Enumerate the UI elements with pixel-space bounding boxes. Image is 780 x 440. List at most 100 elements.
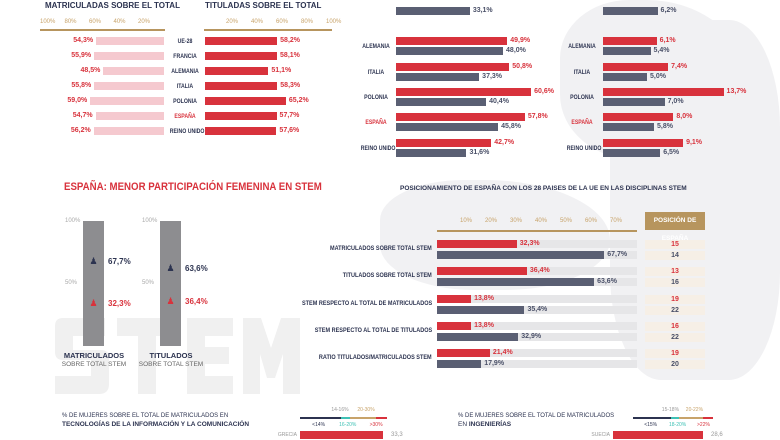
bar (205, 127, 277, 135)
tick-label: 100% (65, 218, 81, 224)
legend-segment (670, 417, 680, 419)
tick-label: 20% (485, 218, 498, 224)
bar (603, 113, 674, 122)
category-label: TITULADOS (149, 351, 193, 360)
legend-label: >22% (697, 422, 710, 428)
bar-track (437, 332, 637, 341)
bar (437, 321, 472, 330)
category-sublabel: SOBRE TOTAL STEM (61, 361, 127, 368)
tick-label: 60% (89, 19, 102, 25)
tick-label: 80% (301, 19, 314, 25)
tick-label: 40% (251, 19, 264, 25)
data-label: 9,1% (686, 138, 703, 146)
bar (396, 138, 492, 147)
position-cell: 13 (645, 267, 705, 277)
subtitle-line2: EN INGENIERÍAS (458, 421, 511, 429)
subtitle-bold: INGENIERÍAS (468, 421, 512, 428)
stem-watermark (55, 318, 300, 394)
position-cell: 14 (645, 251, 705, 260)
bar (90, 97, 164, 105)
data-label: 36,4% (529, 267, 550, 275)
axis-line (437, 230, 637, 232)
data-label: 65,2% (288, 97, 309, 104)
bar-track (437, 305, 637, 314)
data-label: 21,4% (492, 349, 513, 357)
tick-label: 50% (560, 218, 573, 224)
country-label: UE-28 (177, 38, 193, 45)
row-label: STEM RESPECTO AL TOTAL DE TITULADOS (314, 326, 432, 334)
bar (396, 148, 467, 157)
position-cell: 16 (645, 278, 705, 288)
legend-label: 18-20% (669, 422, 687, 428)
bar (103, 67, 164, 75)
country-label: ALEMANIA (362, 43, 390, 51)
country-label: FRANCIA (173, 53, 197, 60)
bar (437, 267, 527, 276)
bar (205, 52, 278, 60)
data-label: 48,0% (506, 47, 526, 55)
country-label: ITALIA (367, 68, 385, 76)
country-label: POLONIA (364, 93, 388, 101)
data-label: 58,1% (280, 52, 300, 59)
women-value: 32,3% (108, 299, 131, 308)
bar (396, 72, 480, 81)
legend-label: 20-22% (685, 407, 704, 413)
data-label: 55,8% (71, 82, 92, 89)
legend-label: 16-20% (339, 422, 357, 428)
data-label: 7,0% (667, 97, 684, 105)
subtitle-line1: % DE MUJERES SOBRE EL TOTAL DE MATRICULA… (458, 413, 615, 419)
tick-label: 40% (113, 19, 126, 25)
legend-label: <15% (644, 422, 658, 428)
bar (437, 294, 472, 303)
bar (205, 67, 269, 75)
bar (603, 123, 655, 132)
bar (437, 278, 595, 287)
bar (603, 7, 658, 15)
bar (93, 127, 164, 135)
legend-label: >30% (369, 422, 383, 428)
position-cell: 19 (645, 349, 705, 359)
tick-label: 100% (326, 19, 342, 25)
tick-label: 100% (142, 218, 158, 224)
section-title: ESPAÑA: MENOR PARTICIPACIÓN FEMENINA EN … (64, 181, 322, 193)
data-label: 6,5% (663, 148, 680, 156)
row-label: STEM RESPECTO AL TOTAL DE MATRICULADOS (301, 299, 432, 307)
legend-segment (679, 417, 703, 419)
country-label: ITALIA (573, 68, 591, 76)
position-cell: 16 (645, 321, 705, 331)
data-label: 60,6% (534, 87, 554, 95)
tick-label: 20% (226, 19, 239, 25)
data-label: 32,3% (519, 240, 540, 247)
legend-label: 15-18% (661, 407, 680, 413)
data-label: 5,0% (650, 72, 666, 80)
bar (437, 360, 482, 369)
prefix: EN (458, 421, 469, 428)
axis-line (40, 29, 165, 31)
bar-track (437, 321, 637, 330)
tick-label: 60% (585, 218, 598, 224)
bar (437, 251, 605, 259)
bar (603, 97, 665, 106)
subtitle-line2: TECNOLOGÍAS DE LA INFORMACIÓN Y LA COMUN… (62, 421, 249, 429)
position-cell: 22 (645, 332, 705, 342)
tick-label: 20% (138, 19, 151, 25)
country-label: ESPAÑA (571, 119, 593, 127)
category-sublabel: SOBRE TOTAL STEM (138, 361, 204, 368)
data-label: 57,7% (279, 112, 300, 119)
tick-label: 30% (510, 218, 523, 224)
legend-segment (375, 417, 387, 419)
data-label: 55,9% (71, 52, 92, 59)
legend-label: <14% (312, 422, 326, 428)
data-label: 57,6% (279, 127, 300, 134)
country-label: ALEMANIA (568, 43, 596, 51)
data-label: 31,6% (469, 148, 490, 156)
data-label: 40,4% (489, 97, 509, 105)
bar (205, 82, 278, 90)
data-label: 13,8% (474, 321, 494, 329)
position-cell: 22 (645, 305, 705, 315)
woman-icon: ♟ (166, 296, 175, 306)
country-label: ESPAÑA (174, 113, 196, 120)
stem-bar (160, 221, 181, 346)
women-value: 36,4% (185, 297, 208, 306)
legend-segment (702, 417, 713, 419)
